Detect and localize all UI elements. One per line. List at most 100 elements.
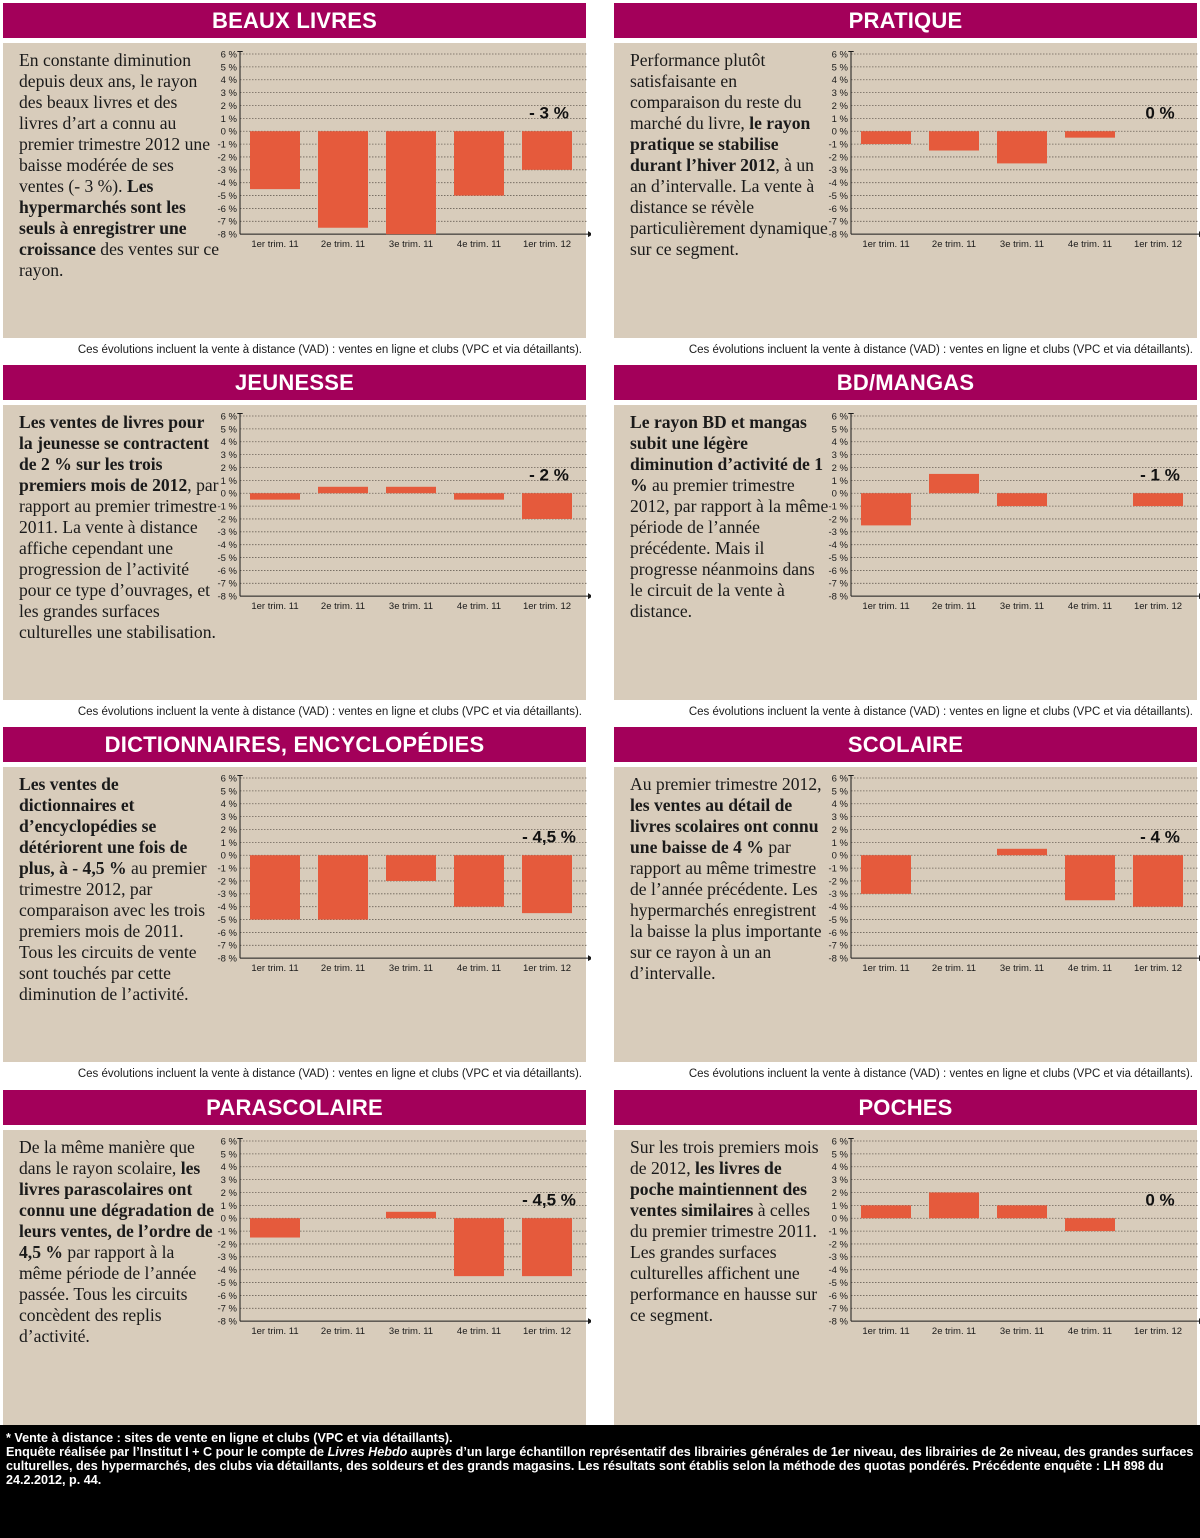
y-tick-label: -1 % (828, 139, 848, 150)
y-tick-label: -3 % (828, 1252, 848, 1263)
y-tick-label: -6 % (828, 566, 848, 577)
x-tick-label: 3e trim. 11 (1000, 239, 1044, 250)
panel-note-text: Ces évolutions incluent la vente à dista… (688, 344, 1193, 356)
panel-body: Le rayon BD et mangas subit une légère d… (614, 405, 1200, 700)
y-tick-label: -2 % (217, 876, 237, 887)
y-tick-label: -1 % (828, 501, 848, 512)
body-text: En constante diminution depuis deux ans,… (19, 50, 211, 196)
y-tick-label: -2 % (828, 1239, 848, 1250)
y-tick-label: -2 % (217, 514, 237, 525)
y-tick-label: 4 % (221, 799, 238, 810)
y-tick-label: 0 % (221, 127, 238, 138)
y-tick-label: 2 % (221, 825, 238, 836)
y-tick-label: -6 % (217, 1291, 237, 1302)
y-axis-arrow (237, 51, 243, 52)
y-tick-label: -6 % (828, 1291, 848, 1302)
y-tick-label: 2 % (221, 1188, 238, 1199)
y-tick-label: -7 % (217, 941, 237, 952)
bar (522, 855, 572, 914)
y-tick-label: 3 % (221, 1175, 238, 1186)
x-tick-label: 4e trim. 11 (457, 1326, 501, 1337)
y-tick-label: 0 % (221, 851, 238, 862)
x-axis-arrow (588, 231, 591, 238)
panel-body: Sur les trois premiers mois de 2012, les… (614, 1130, 1200, 1425)
y-tick-label: 6 % (832, 51, 849, 60)
footer-line-2c: auprès d’un large échantillon représenta… (6, 1445, 1194, 1487)
highlight-text: les livres de poche maintiennent des ven… (630, 1158, 807, 1220)
y-tick-label: 1 % (221, 114, 238, 125)
bar (929, 1192, 979, 1219)
y-tick-label: 1 % (832, 114, 849, 125)
bar (1133, 855, 1183, 907)
value-label: - 4 % (1140, 827, 1180, 846)
y-tick-label: 2 % (832, 101, 849, 112)
panel-note: Ces évolutions incluent la vente à dista… (3, 1068, 586, 1080)
y-tick-label: -5 % (217, 553, 237, 564)
y-tick-label: -2 % (217, 152, 237, 163)
x-tick-label: 3e trim. 11 (1000, 1326, 1044, 1337)
y-tick-label: 5 % (221, 424, 238, 435)
y-tick-label: -8 % (217, 954, 237, 965)
y-tick-label: 1 % (221, 1201, 238, 1212)
y-tick-label: -6 % (217, 928, 237, 939)
highlight-text: Les ventes de dictionnaires et d’encyclo… (19, 774, 188, 878)
x-axis-arrow (588, 955, 591, 962)
y-tick-label: -8 % (828, 230, 848, 241)
panel-0: BEAUX LIVRES En constante diminution depu… (3, 3, 591, 360)
y-tick-label: 5 % (832, 424, 849, 435)
y-tick-label: -1 % (217, 139, 237, 150)
y-tick-label: 4 % (832, 437, 849, 448)
x-tick-label: 3e trim. 11 (1000, 963, 1044, 974)
y-tick-label: -6 % (217, 204, 237, 215)
y-tick-label: -5 % (828, 915, 848, 926)
value-label: - 4,5 % (522, 827, 576, 846)
x-tick-label: 3e trim. 11 (389, 601, 433, 612)
panel-5: SCOLAIRE Au premier trimestre 2012, les v… (614, 727, 1200, 1084)
x-tick-label: 1er trim. 11 (251, 239, 298, 250)
y-tick-label: 2 % (832, 825, 849, 836)
y-tick-label: 6 % (221, 1138, 238, 1147)
footer-line-2a: Enquête réalisée par l’Institut I + C po… (6, 1445, 328, 1459)
x-tick-label: 4e trim. 11 (1068, 963, 1112, 974)
panel-note: Ces évolutions incluent la vente à dista… (614, 1068, 1197, 1080)
body-text: par rapport à la même période de l’année… (19, 1242, 197, 1346)
x-tick-label: 1er trim. 12 (1134, 1326, 1182, 1337)
bar (318, 131, 368, 228)
y-tick-label: -4 % (217, 1265, 237, 1276)
value-label: - 4,5 % (522, 1190, 576, 1209)
bar (1065, 855, 1115, 901)
bar (522, 131, 572, 170)
x-tick-label: 2e trim. 11 (932, 601, 976, 612)
panel-body: De la même manière que dans le rayon sco… (3, 1130, 591, 1425)
highlight-text: les livres parascolaires ont connu une d… (19, 1158, 215, 1262)
value-label: - 3 % (529, 103, 569, 122)
y-axis-arrow (237, 413, 243, 414)
panel-6: PARASCOLAIRE De la même manière que dans … (3, 1090, 591, 1447)
panel-title: PRATIQUE (614, 3, 1197, 38)
y-tick-label: 0 % (832, 851, 849, 862)
bar (997, 131, 1047, 164)
y-tick-label: 3 % (221, 88, 238, 99)
y-tick-label: -3 % (217, 1252, 237, 1263)
panel-note-text: Ces évolutions incluent la vente à dista… (77, 344, 582, 356)
footer-line-1: * Vente à distance : sites de vente en l… (6, 1431, 453, 1445)
y-tick-label: 1 % (832, 1201, 849, 1212)
x-tick-label: 2e trim. 11 (321, 239, 365, 250)
panel-note-text: Ces évolutions incluent la vente à dista… (77, 1068, 582, 1080)
value-label: 0 % (1145, 1190, 1174, 1209)
body-text: , par rapport au premier trimestre 2011.… (19, 475, 219, 642)
y-tick-label: 4 % (832, 75, 849, 86)
bar (522, 1218, 572, 1277)
panel-description: Les ventes de livres pour la jeunesse se… (19, 412, 584, 643)
y-tick-label: 4 % (832, 799, 849, 810)
footer-publication: Livres Hebdo (327, 1445, 408, 1459)
panel-2: JEUNESSE Les ventes de livres pour la jeu… (3, 365, 591, 722)
footer-line-2: Enquête réalisée par l’Institut I + C po… (6, 1445, 1194, 1487)
y-tick-label: 2 % (221, 463, 238, 474)
x-tick-label: 2e trim. 11 (932, 1326, 976, 1337)
y-tick-label: 1 % (832, 838, 849, 849)
y-tick-label: 5 % (832, 1149, 849, 1160)
y-tick-label: 1 % (221, 476, 238, 487)
x-axis-arrow (588, 1318, 591, 1325)
y-tick-label: -7 % (828, 217, 848, 228)
